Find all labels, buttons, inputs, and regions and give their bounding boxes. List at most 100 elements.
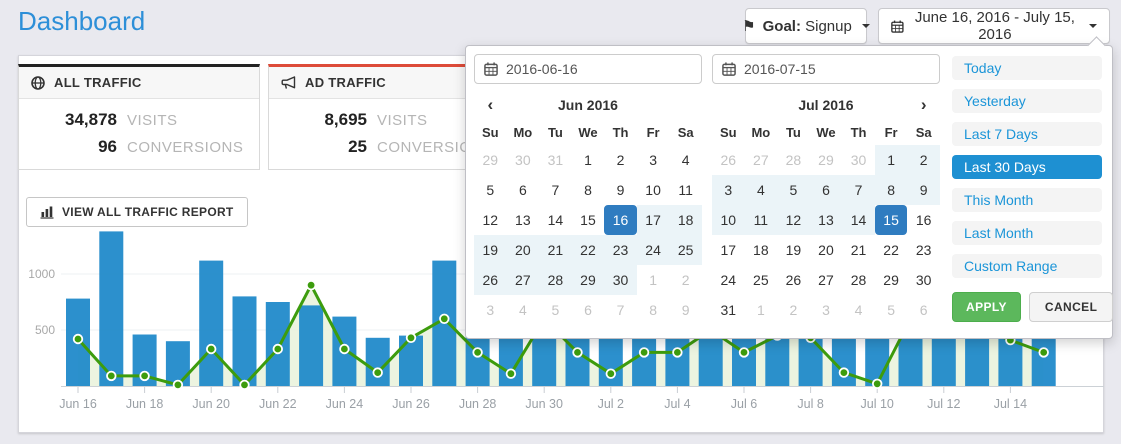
- end-date-input[interactable]: 2016-07-15: [712, 54, 940, 84]
- line-point-marker[interactable]: [139, 370, 150, 382]
- calendar-day[interactable]: 29: [883, 272, 899, 288]
- calendar-day[interactable]: 26: [785, 272, 802, 288]
- calendar-day[interactable]: 27: [818, 272, 834, 288]
- calendar-day[interactable]: 21: [850, 242, 867, 258]
- calendar-day[interactable]: 2: [907, 145, 940, 175]
- visits-bar[interactable]: [365, 337, 390, 386]
- calendar-day[interactable]: 6: [518, 182, 527, 198]
- calendar-day[interactable]: 18: [753, 242, 769, 258]
- visits-bar[interactable]: [99, 231, 124, 386]
- calendar-day[interactable]: 14: [842, 205, 875, 235]
- calendar-day[interactable]: 19: [785, 242, 802, 258]
- line-point-marker[interactable]: [572, 347, 583, 358]
- calendar-day[interactable]: 2: [616, 152, 625, 168]
- line-point-marker[interactable]: [738, 347, 750, 358]
- calendar-day[interactable]: 30: [915, 272, 932, 288]
- range-option-last-month[interactable]: Last Month: [952, 221, 1102, 245]
- calendar-day[interactable]: 9: [616, 182, 625, 198]
- line-point-marker[interactable]: [372, 367, 383, 378]
- calendar-day[interactable]: 3: [712, 175, 745, 205]
- calendar-day[interactable]: 25: [669, 235, 702, 265]
- calendar-day[interactable]: 22: [883, 242, 899, 258]
- calendar-day[interactable]: 23: [915, 242, 932, 258]
- line-point-marker[interactable]: [638, 347, 650, 358]
- calendar-day[interactable]: 1: [874, 145, 908, 175]
- calendar-day[interactable]: 3: [649, 152, 657, 168]
- calendar-day[interactable]: 4: [744, 175, 778, 205]
- cancel-button[interactable]: CANCEL: [1028, 292, 1114, 322]
- calendar-day[interactable]: 5: [486, 182, 495, 198]
- calendar-day[interactable]: 22: [571, 235, 605, 265]
- apply-button[interactable]: APPLY: [952, 292, 1021, 322]
- calendar-day[interactable]: 21: [539, 235, 572, 265]
- visits-bar[interactable]: [199, 260, 224, 386]
- calendar-day[interactable]: 7: [551, 182, 560, 198]
- view-all-traffic-report-button[interactable]: VIEW ALL TRAFFIC REPORT: [26, 197, 248, 227]
- calendar-day[interactable]: 11: [744, 205, 778, 235]
- range-option-yesterday[interactable]: Yesterday: [952, 89, 1102, 113]
- prev-month-button[interactable]: ‹: [487, 94, 494, 114]
- calendar-day[interactable]: 13: [515, 212, 531, 228]
- calendar-day[interactable]: 11: [678, 182, 693, 198]
- calendar-day[interactable]: 25: [753, 272, 769, 288]
- visits-bar[interactable]: [299, 305, 324, 386]
- calendar-day[interactable]: 17: [720, 242, 737, 258]
- calendar-day[interactable]: 24: [720, 272, 737, 288]
- range-option-last-7-days[interactable]: Last 7 Days: [952, 122, 1102, 146]
- calendar-day[interactable]: 30: [604, 265, 637, 295]
- calendar-day-selected[interactable]: 15: [874, 205, 908, 235]
- range-option-custom-range[interactable]: Custom Range: [952, 254, 1102, 278]
- calendar-day-selected[interactable]: 16: [604, 205, 637, 235]
- line-point-marker[interactable]: [472, 347, 483, 358]
- line-point-marker[interactable]: [72, 333, 84, 345]
- next-month-button[interactable]: ›: [920, 94, 927, 114]
- line-point-marker[interactable]: [672, 347, 683, 358]
- line-point-marker[interactable]: [605, 368, 617, 379]
- calendar-day[interactable]: 28: [539, 265, 572, 295]
- calendar-day[interactable]: 29: [571, 265, 605, 295]
- calendar-day[interactable]: 12: [777, 205, 810, 235]
- range-option-last-30-days[interactable]: Last 30 Days: [952, 155, 1102, 179]
- range-option-today[interactable]: Today: [952, 56, 1102, 80]
- line-point-marker[interactable]: [838, 367, 850, 378]
- calendar-day[interactable]: 19: [474, 235, 507, 265]
- line-point-marker[interactable]: [439, 313, 450, 325]
- line-point-marker[interactable]: [106, 370, 117, 382]
- calendar-day[interactable]: 28: [850, 272, 867, 288]
- daterange-button[interactable]: June 16, 2016 - July 15, 2016: [878, 8, 1110, 44]
- calendar-day[interactable]: 18: [669, 205, 702, 235]
- calendar-day[interactable]: 10: [712, 205, 745, 235]
- calendar-day[interactable]: 24: [636, 235, 670, 265]
- line-point-marker[interactable]: [205, 343, 217, 355]
- line-point-marker[interactable]: [1038, 347, 1049, 358]
- line-point-marker[interactable]: [339, 343, 350, 355]
- calendar-day[interactable]: 20: [506, 235, 540, 265]
- calendar-day[interactable]: 1: [584, 152, 592, 168]
- visits-bar[interactable]: [399, 335, 423, 386]
- line-point-marker[interactable]: [305, 280, 317, 291]
- calendar-day[interactable]: 31: [720, 302, 737, 318]
- calendar-day[interactable]: 23: [604, 235, 637, 265]
- calendar-day[interactable]: 13: [809, 205, 843, 235]
- start-date-input[interactable]: 2016-06-16: [474, 54, 702, 84]
- line-point-marker[interactable]: [172, 379, 184, 391]
- visits-bar[interactable]: [165, 341, 190, 386]
- goal-dropdown-button[interactable]: ⚑ Goal: Signup: [742, 8, 870, 44]
- calendar-day[interactable]: 10: [645, 182, 661, 198]
- calendar-day[interactable]: 9: [907, 175, 940, 205]
- calendar-day[interactable]: 14: [547, 212, 564, 228]
- calendar-day[interactable]: 20: [818, 242, 834, 258]
- line-point-marker[interactable]: [405, 332, 417, 344]
- calendar-day[interactable]: 8: [874, 175, 908, 205]
- calendar-day[interactable]: 15: [580, 212, 596, 228]
- calendar-day[interactable]: 16: [915, 212, 932, 228]
- line-point-marker[interactable]: [239, 379, 250, 391]
- calendar-day[interactable]: 7: [842, 175, 875, 205]
- calendar-day[interactable]: 5: [777, 175, 810, 205]
- line-point-marker[interactable]: [872, 378, 883, 390]
- calendar-day[interactable]: 8: [584, 182, 592, 198]
- range-option-this-month[interactable]: This Month: [952, 188, 1102, 212]
- calendar-day[interactable]: 12: [482, 212, 499, 228]
- calendar-day[interactable]: 26: [474, 265, 507, 295]
- line-point-marker[interactable]: [272, 343, 283, 355]
